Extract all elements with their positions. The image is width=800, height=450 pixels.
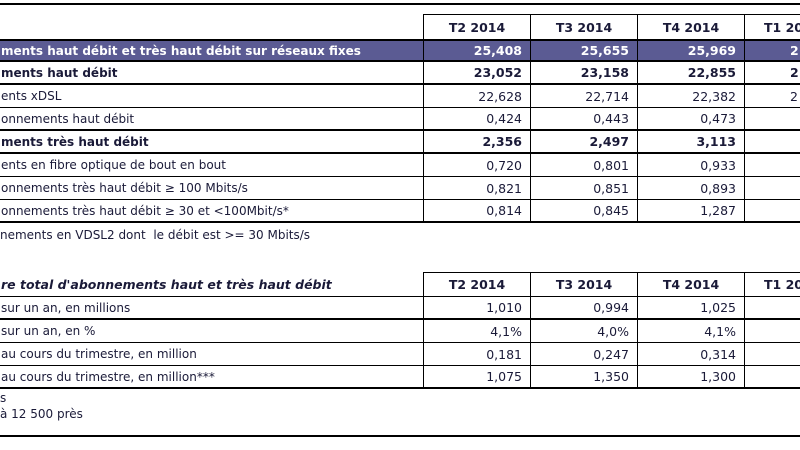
quarter-header-t2-2014: T2 2014 (423, 14, 530, 39)
row-label: ments haut débit (1, 65, 118, 80)
value-cell: 0,893 (637, 177, 744, 199)
quarter-header-t2-2014: T2 2014 (423, 272, 530, 296)
value-cell: 4,1% (637, 320, 744, 342)
row-label: au cours du trimestre, en million*** (1, 369, 215, 384)
value-cell-clipped: 2 (744, 62, 800, 83)
table-row: sur un an, en millions 1,010 0,994 1,025 (0, 297, 800, 320)
table-row: ents en fibre optique de bout en bout 0,… (0, 154, 800, 177)
row-label: onnements haut débit (1, 111, 135, 126)
quarter-header-t4-2014: T4 2014 (637, 272, 744, 296)
value-cell-clipped (744, 177, 800, 199)
row-label: ments très haut débit (1, 134, 149, 149)
value-cell: 1,010 (423, 297, 530, 318)
table2-footnote-fragment: s (0, 391, 7, 405)
table1-header-spacer (0, 14, 423, 39)
value-cell: 0,994 (530, 297, 637, 318)
value-cell: 4,1% (423, 320, 530, 342)
value-cell: 0,424 (423, 108, 530, 129)
top-rule (0, 3, 800, 5)
broadband-subscriptions-table: T2 2014 T3 2014 T4 2014 T1 20 ments haut… (0, 14, 800, 223)
table-row: onnements très haut débit ≥ 100 Mbits/s … (0, 177, 800, 200)
table2-footnote-rounding: à 12 500 près (0, 407, 83, 421)
table-row: onnements très haut débit ≥ 30 et <100Mb… (0, 200, 800, 223)
value-cell-clipped (744, 154, 800, 176)
value-cell: 0,814 (423, 200, 530, 221)
value-cell: 4,0% (530, 320, 637, 342)
value-cell: 1,075 (423, 366, 530, 387)
table-row: ments très haut débit 2,356 2,497 3,113 (0, 131, 800, 154)
table1-header-row: T2 2014 T3 2014 T4 2014 T1 20 (0, 14, 800, 39)
table-row: au cours du trimestre, en million*** 1,0… (0, 366, 800, 389)
value-cell: 23,158 (530, 62, 637, 83)
value-cell: 0,801 (530, 154, 637, 176)
value-cell: 2,497 (530, 131, 637, 152)
value-cell: 1,025 (637, 297, 744, 318)
value-cell: 0,720 (423, 154, 530, 176)
value-cell-clipped (744, 131, 800, 152)
value-cell: 0,845 (530, 200, 637, 221)
growth-table: re total d'abonnements haut et très haut… (0, 272, 800, 389)
value-cell-clipped (744, 200, 800, 221)
value-cell-clipped (744, 343, 800, 365)
value-cell: 22,382 (637, 85, 744, 107)
quarter-header-t3-2014: T3 2014 (530, 272, 637, 296)
value-cell: 0,181 (423, 343, 530, 365)
table1-footnote-vdsl2: nements en VDSL2 dont le débit est >= 30… (0, 228, 311, 242)
table-row: onnements haut débit 0,424 0,443 0,473 (0, 108, 800, 131)
value-cell: 0,821 (423, 177, 530, 199)
table-row: au cours du trimestre, en million 0,181 … (0, 343, 800, 366)
table2-header-label: re total d'abonnements haut et très haut… (1, 276, 332, 292)
value-cell: 23,052 (423, 62, 530, 83)
row-label: ments haut débit et très haut débit sur … (1, 43, 361, 58)
row-label: onnements très haut débit ≥ 100 Mbits/s (1, 181, 248, 195)
row-label: onnements très haut débit ≥ 30 et <100Mb… (1, 203, 289, 218)
value-cell: 1,287 (637, 200, 744, 221)
row-label: ents xDSL (1, 89, 62, 103)
table2-header-row: re total d'abonnements haut et très haut… (0, 272, 800, 297)
value-cell: 25,655 (530, 41, 637, 60)
quarter-header-t4-2014: T4 2014 (637, 14, 744, 39)
value-cell: 22,714 (530, 85, 637, 107)
value-cell: 0,443 (530, 108, 637, 129)
value-cell: 1,300 (637, 366, 744, 387)
value-cell: 0,851 (530, 177, 637, 199)
table-row: ents xDSL 22,628 22,714 22,382 2 (0, 85, 800, 108)
table-row: sur un an, en % 4,1% 4,0% 4,1% (0, 320, 800, 343)
quarter-header-t1-2015-clipped: T1 20 (744, 272, 800, 296)
table-row: ments haut débit 23,052 23,158 22,855 2 (0, 62, 800, 85)
value-cell: 25,408 (423, 41, 530, 60)
table-row: ments haut débit et très haut débit sur … (0, 39, 800, 62)
value-cell: 2,356 (423, 131, 530, 152)
value-cell-clipped (744, 297, 800, 318)
value-cell: 0,314 (637, 343, 744, 365)
value-cell: 3,113 (637, 131, 744, 152)
value-cell-clipped (744, 108, 800, 129)
value-cell: 22,855 (637, 62, 744, 83)
value-cell-clipped: 2 (744, 85, 800, 107)
row-label: au cours du trimestre, en million (1, 347, 197, 361)
value-cell: 0,933 (637, 154, 744, 176)
row-label: ents en fibre optique de bout en bout (1, 158, 226, 172)
value-cell: 1,350 (530, 366, 637, 387)
quarter-header-t1-2015-clipped: T1 20 (744, 14, 800, 39)
value-cell: 0,473 (637, 108, 744, 129)
value-cell-clipped: 2 (744, 41, 800, 60)
row-label: sur un an, en % (1, 324, 96, 338)
bottom-rule (0, 435, 800, 437)
value-cell: 25,969 (637, 41, 744, 60)
row-label: sur un an, en millions (1, 300, 131, 315)
value-cell-clipped (744, 366, 800, 387)
value-cell: 0,247 (530, 343, 637, 365)
quarter-header-t3-2014: T3 2014 (530, 14, 637, 39)
value-cell-clipped (744, 320, 800, 342)
value-cell: 22,628 (423, 85, 530, 107)
